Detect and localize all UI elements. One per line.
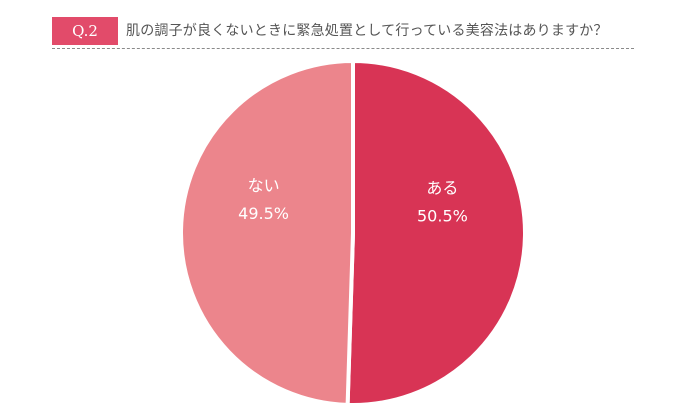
slice-value-1: 49.5% xyxy=(238,204,289,223)
slice-value-0: 50.5% xyxy=(417,207,468,226)
pie-slice-0 xyxy=(345,59,527,407)
slice-label-0: ある xyxy=(426,179,458,198)
question-text: 肌の調子が良くないときに緊急処置として行っている美容法はありますか？ xyxy=(126,23,608,39)
header-divider xyxy=(52,48,634,49)
question-header: Q.2 肌の調子が良くないときに緊急処置として行っている美容法はありますか？ xyxy=(52,17,634,47)
pie-slice-1 xyxy=(179,59,355,407)
slice-label-1: ない xyxy=(248,176,280,195)
question-number-badge: Q.2 xyxy=(52,17,118,45)
